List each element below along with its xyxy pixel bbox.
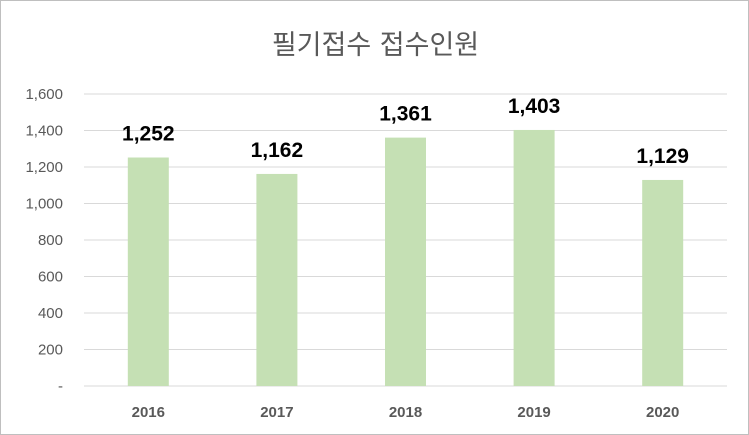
data-label: 1,162 bbox=[251, 139, 304, 162]
bar bbox=[385, 137, 426, 386]
y-tick-label: 1,400 bbox=[25, 123, 63, 140]
y-tick-label: - bbox=[58, 378, 63, 395]
data-label: 1,361 bbox=[379, 103, 432, 126]
bar bbox=[256, 173, 298, 386]
bars bbox=[127, 129, 684, 386]
data-labels: 1,252 1,162 1,361 1,403 1,129 bbox=[122, 95, 689, 168]
y-tick-label: 600 bbox=[38, 269, 63, 286]
x-axis-tick-labels: 2016 2017 2018 2019 2020 bbox=[132, 404, 680, 421]
x-tick-label: 2020 bbox=[646, 404, 679, 421]
y-tick-label: 400 bbox=[38, 305, 63, 322]
data-label: 1,403 bbox=[508, 95, 561, 118]
y-tick-label: 200 bbox=[38, 342, 63, 359]
bar bbox=[642, 179, 684, 386]
x-tick-label: 2019 bbox=[517, 404, 550, 421]
bar bbox=[127, 157, 169, 386]
x-tick-label: 2017 bbox=[260, 404, 293, 421]
x-tick-label: 2016 bbox=[132, 404, 165, 421]
y-axis-tick-labels: - 200 400 600 800 1,000 1,200 1,400 1,600 bbox=[25, 86, 63, 395]
y-tick-label: 800 bbox=[38, 232, 63, 249]
y-tick-label: 1,600 bbox=[25, 86, 63, 103]
y-tick-label: 1,000 bbox=[25, 196, 63, 213]
chart-title: 필기접수 접수인원 bbox=[271, 30, 480, 61]
data-label: 1,252 bbox=[122, 123, 175, 146]
x-tick-label: 2018 bbox=[389, 404, 422, 421]
data-label: 1,129 bbox=[636, 145, 689, 168]
bar bbox=[513, 129, 555, 386]
y-tick-label: 1,200 bbox=[25, 159, 63, 176]
